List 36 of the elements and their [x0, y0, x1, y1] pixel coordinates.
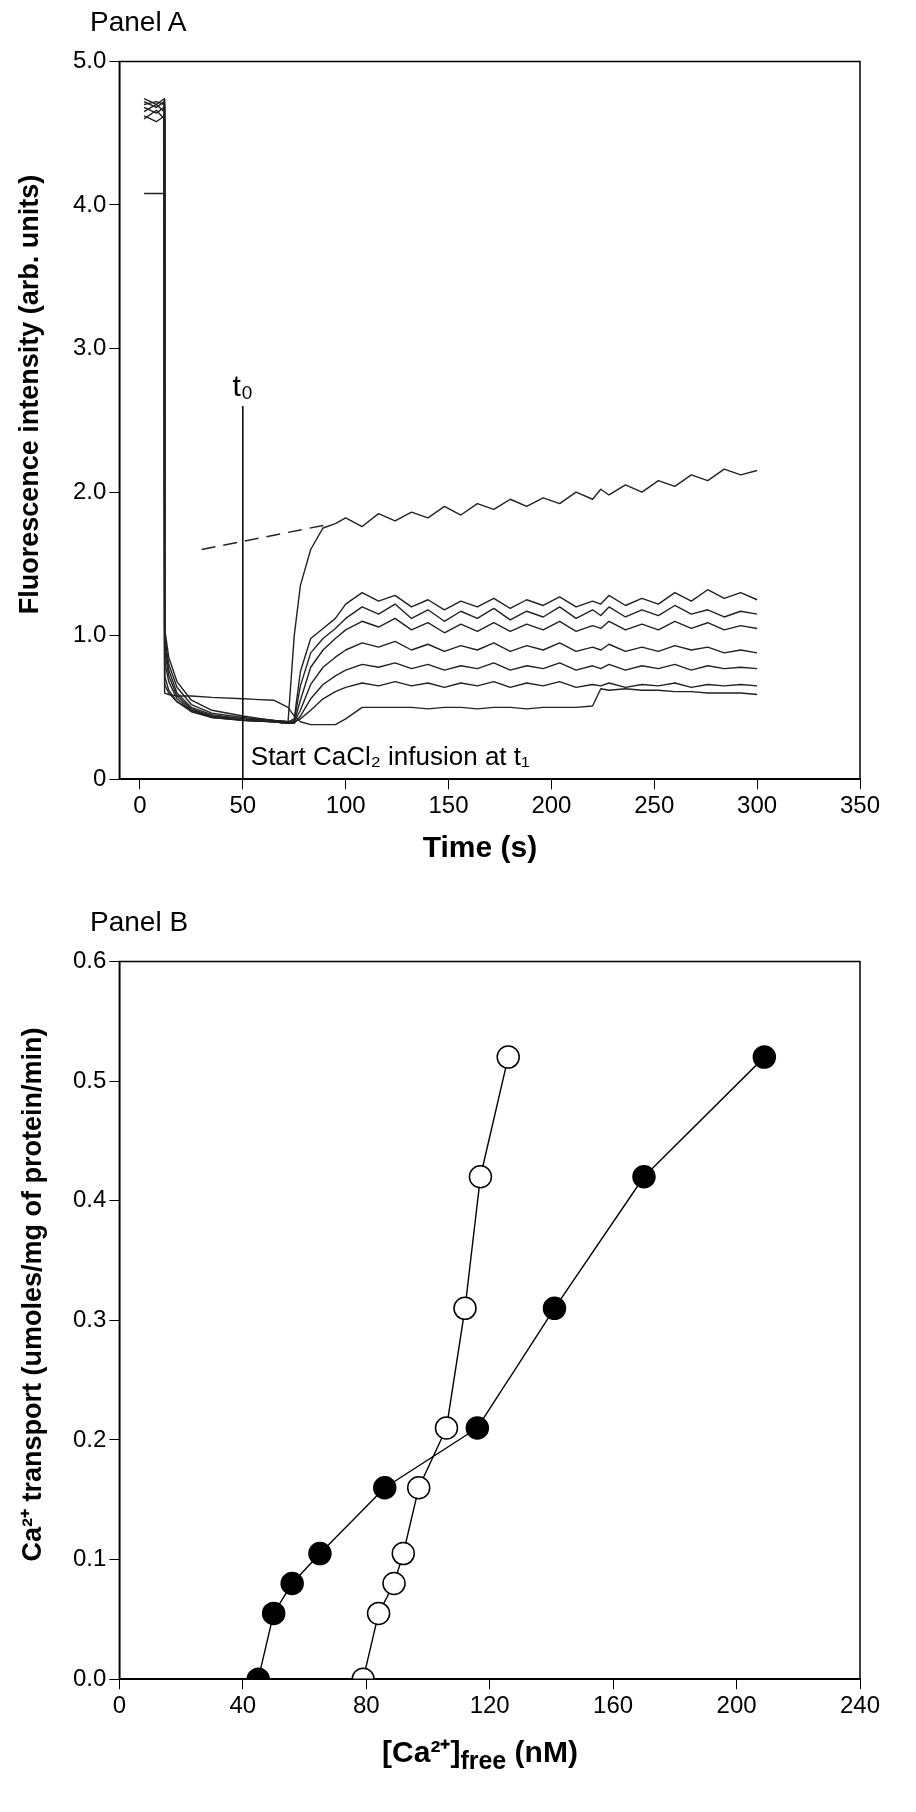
y-tick-label: 4.0	[72, 189, 107, 217]
y-tick-label: 0.2	[72, 1424, 107, 1452]
annotation: Start CaCl₂ infusion at t₁	[250, 741, 531, 772]
y-axis-title: Ca²⁺ transport (umoles/mg of protein/min)	[15, 1026, 48, 1562]
x-tick-label: 120	[469, 1691, 510, 1719]
y-tick-label: 1.0	[72, 620, 107, 648]
x-tick-label: 300	[737, 791, 778, 819]
x-tick-label: 0	[112, 1691, 127, 1719]
x-tick-label: 150	[428, 791, 469, 819]
x-tick-label: 160	[593, 1691, 634, 1719]
y-tick-label: 0.1	[72, 1544, 107, 1572]
x-axis-title: [Ca²⁺]$_{free}$ (nM)	[381, 1734, 579, 1775]
x-tick-label: 0	[133, 791, 147, 819]
y-tick-label: 0.4	[72, 1185, 107, 1213]
y-tick-label: 0.0	[72, 1663, 107, 1691]
x-axis-title: Time (s)	[421, 830, 539, 864]
y-tick-label: 0.6	[72, 946, 107, 974]
y-tick-label: 0.3	[72, 1304, 107, 1332]
y-tick-label: 3.0	[72, 333, 107, 361]
x-tick-label: 240	[839, 1691, 881, 1719]
x-tick-label: 250	[634, 791, 675, 819]
ref-line-label: t₀	[232, 368, 254, 402]
x-tick-label: 350	[839, 791, 881, 819]
y-axis-title: Fluorescence intensity (arb. units)	[14, 174, 46, 614]
x-tick-label: 40	[229, 1691, 257, 1719]
x-tick-label: 100	[325, 791, 366, 819]
chart-title: Panel B	[90, 906, 189, 938]
x-tick-label: 200	[531, 791, 572, 819]
y-tick-label: 2.0	[72, 476, 107, 504]
y-tick-label: 5.0	[72, 46, 107, 74]
x-tick-label: 80	[352, 1691, 380, 1719]
x-tick-label: 200	[716, 1691, 757, 1719]
chart-title: Panel A	[90, 6, 187, 38]
x-tick-label: 50	[229, 791, 257, 819]
y-tick-label: 0	[93, 763, 107, 791]
y-tick-label: 0.5	[72, 1065, 107, 1093]
